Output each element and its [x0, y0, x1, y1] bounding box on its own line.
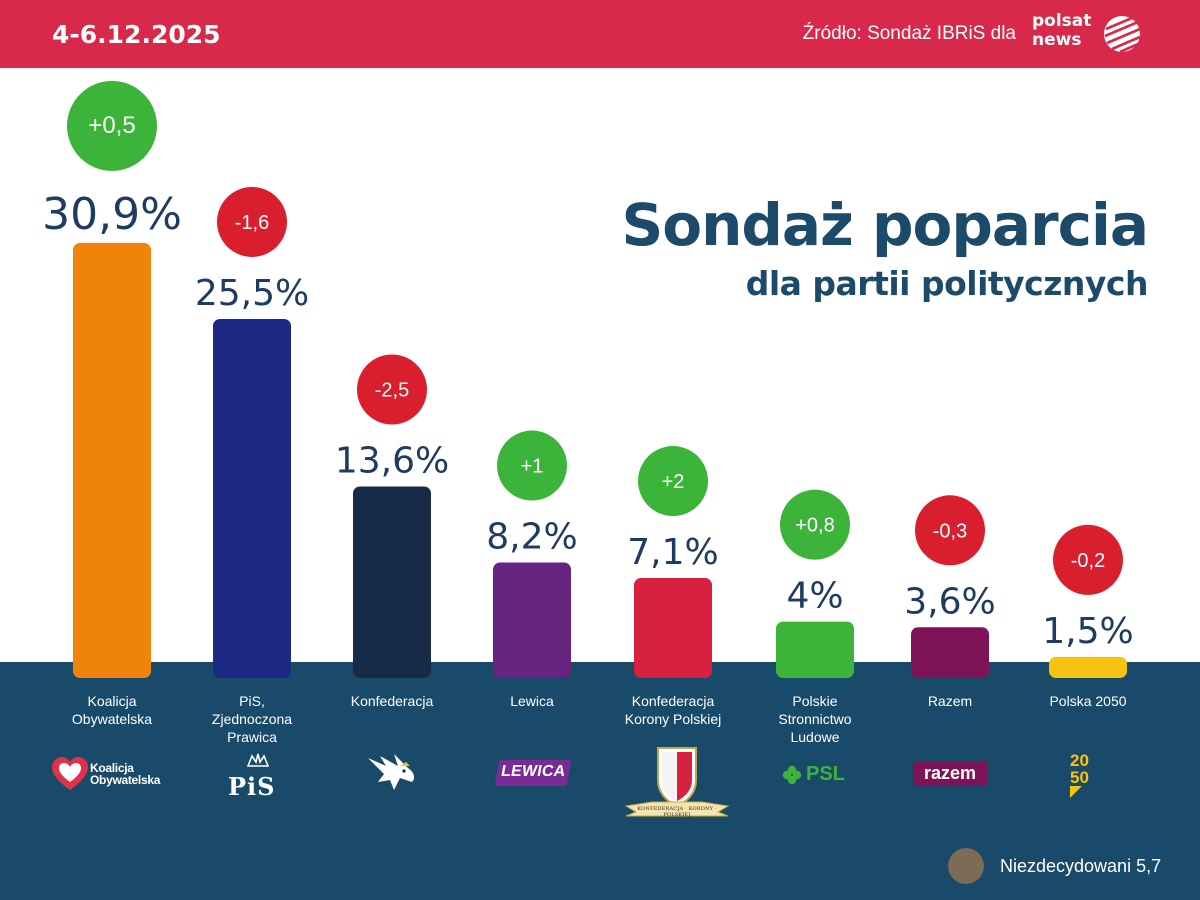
konfederacja-logo: [364, 752, 418, 794]
bar-value-label: 7,1%: [627, 532, 718, 573]
psl-logo: PSL: [782, 762, 852, 786]
lewica-logo-text: LEWICA: [499, 763, 567, 780]
change-badge: [497, 430, 567, 501]
brand-text: polsat news: [1032, 12, 1091, 50]
bar: [213, 318, 291, 678]
bar: [634, 578, 712, 678]
category-label: Razem: [928, 693, 972, 709]
p2050-logo-text-2: 50: [1070, 768, 1089, 787]
brand-line-1: polsat: [1032, 11, 1092, 31]
change-label: -1,6: [235, 212, 269, 234]
change-badge: [357, 354, 427, 425]
ko-logo-text-1: Koalicja: [90, 761, 134, 775]
category-label: PiS,: [239, 693, 265, 709]
razem-logo: razem: [913, 762, 987, 786]
polska-2050-logo: 20 50: [1070, 752, 1104, 798]
undecided-dot: [948, 848, 984, 884]
bar: [911, 627, 989, 678]
kkp-shield-icon: [624, 747, 730, 817]
clover-icon: [782, 765, 802, 785]
kkp-logo-text: KONFEDERACJA · KORONY · POLSKIEJ: [637, 806, 717, 818]
polsat-globe-icon: [1104, 16, 1141, 54]
change-label: -0,3: [933, 520, 967, 542]
chart-title: Sondaż poparcia: [621, 191, 1149, 259]
source-label: Źródło: Sondaż IBRiS dla: [802, 23, 1016, 44]
bar: [353, 486, 431, 678]
pis-logo-text: PiS: [228, 772, 276, 801]
category-label: Stronnictwo: [778, 711, 851, 727]
polsat-news-logo: polsat news: [1032, 12, 1142, 56]
headline: Sondaż poparcia dla partii politycznych: [621, 188, 1149, 306]
bar-value-label: 30,9%: [42, 189, 182, 240]
undecided-label: Niezdecydowani 5,7: [1000, 856, 1162, 876]
change-label: +2: [662, 471, 685, 493]
bar-value-label: 25,5%: [195, 273, 309, 314]
header-bar: 4-6.12.2025 Źródło: Sondaż IBRiS dla pol…: [0, 0, 1200, 68]
bottom-panel: [0, 662, 1200, 900]
change-badge: [915, 495, 985, 566]
bar: [1049, 656, 1127, 678]
change-badge: [638, 446, 708, 517]
bar-value-label: 4%: [786, 576, 843, 617]
bar-value-label: 13,6%: [335, 441, 449, 482]
category-label: Prawica: [227, 729, 277, 745]
category-label: Zjednoczona: [212, 711, 292, 727]
category-label: Polska 2050: [1049, 693, 1126, 709]
bar-value-label: 1,5%: [1042, 611, 1133, 652]
razem-logo-text: razem: [923, 763, 977, 783]
p2050-arrow-icon: [1070, 786, 1082, 798]
change-label: -2,5: [375, 380, 409, 402]
bar: [493, 562, 571, 678]
p2050-logo-text-1: 20: [1070, 751, 1089, 770]
change-badge: [780, 489, 850, 560]
kkp-logo: KONFEDERACJA · KORONY · POLSKIEJ: [622, 746, 732, 818]
change-badge: [67, 80, 157, 171]
bar: [776, 621, 854, 678]
bar-value-label: 8,2%: [486, 517, 577, 558]
ko-logo-text-2: Obywatelska: [90, 773, 161, 787]
change-label: +0,8: [795, 515, 834, 537]
lewica-logo: LEWICA: [494, 760, 572, 786]
category-label: Ludowe: [790, 729, 839, 745]
heart-icon: [52, 757, 88, 790]
chart-subtitle: dla partii politycznych: [745, 264, 1149, 303]
category-label: Konfederacja: [632, 693, 715, 709]
change-badge: [217, 186, 287, 257]
bar-value-label: 3,6%: [904, 581, 995, 622]
category-label: Konfederacja: [351, 693, 434, 709]
poll-date: 4-6.12.2025: [52, 20, 221, 49]
change-label: +0,5: [88, 112, 135, 139]
change-badge: [1053, 524, 1123, 595]
pis-logo: PiS: [226, 752, 276, 801]
category-label: Polskie: [792, 693, 837, 709]
category-label: Obywatelska: [72, 711, 152, 727]
psl-logo-text: PSL: [806, 763, 845, 785]
change-label: -0,2: [1071, 550, 1105, 572]
ko-logo: Koalicja Obywatelska: [50, 756, 180, 792]
category-label: Lewica: [510, 693, 554, 709]
change-label: +1: [521, 456, 544, 478]
bar: [73, 242, 151, 679]
category-label: Koalicja: [87, 693, 136, 709]
category-label: Korony Polskiej: [625, 711, 722, 727]
eagle-icon: [246, 753, 270, 767]
konfederacja-bird-icon: [368, 754, 415, 790]
brand-line-2: news: [1032, 30, 1082, 50]
